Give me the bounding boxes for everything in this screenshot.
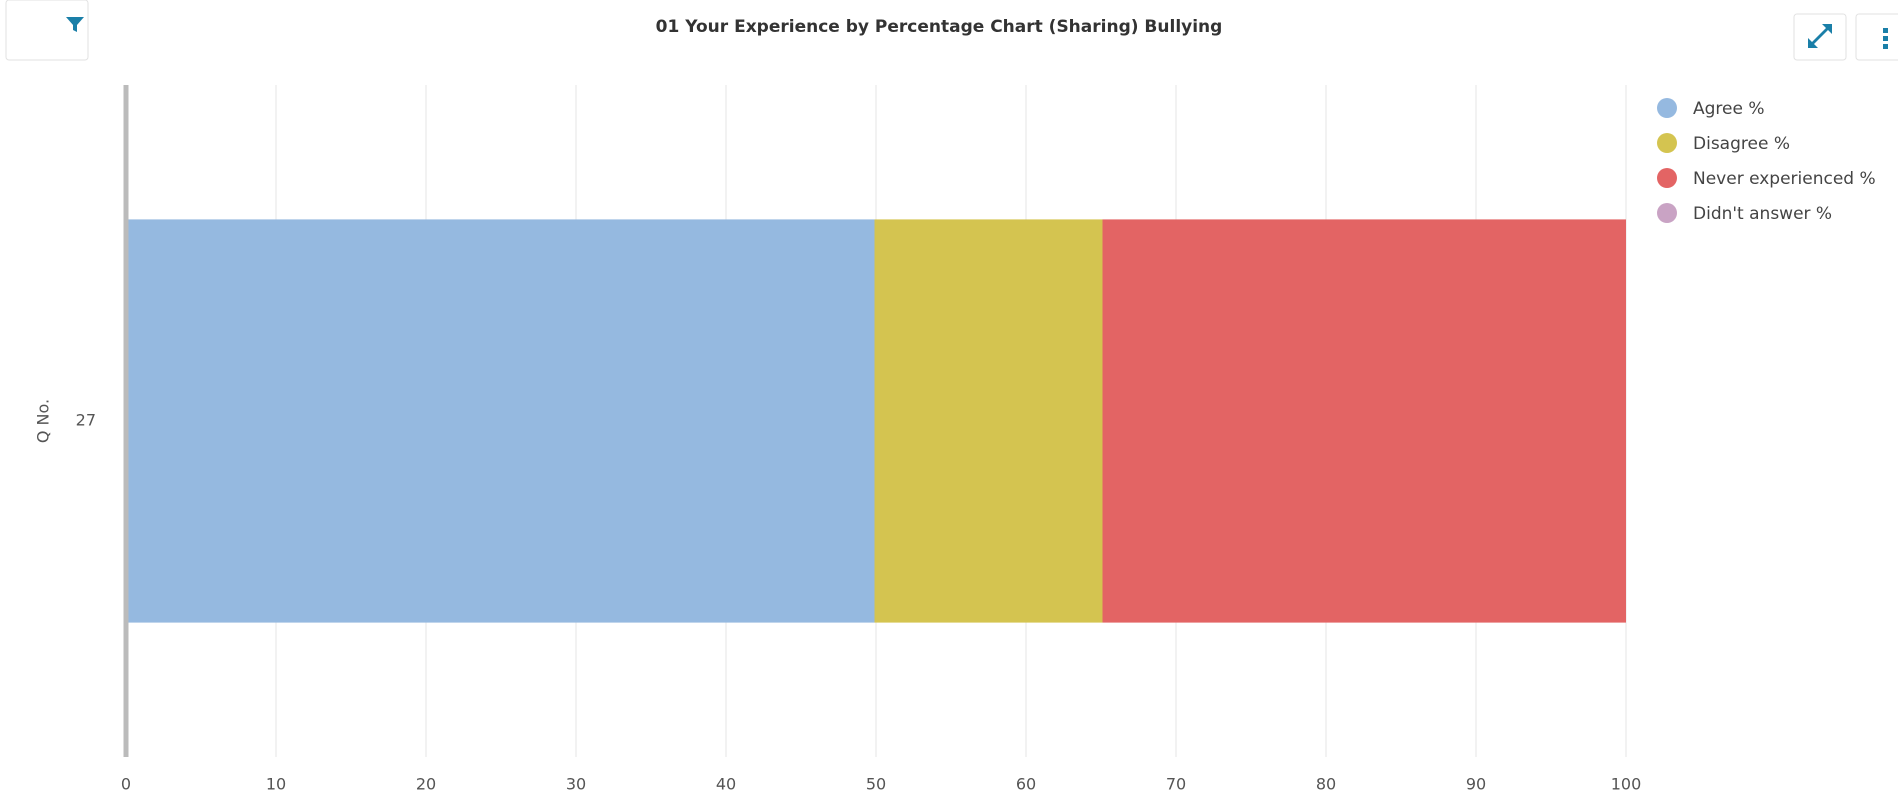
legend-marker [1657, 168, 1677, 188]
chart-title: 01 Your Experience by Percentage Chart (… [656, 17, 1223, 37]
x-tick-label: 70 [1166, 775, 1186, 794]
filter-button[interactable] [5, 0, 89, 61]
x-tick-label: 40 [716, 775, 736, 794]
x-tick-label: 30 [566, 775, 586, 794]
legend-marker [1657, 98, 1677, 118]
more-icon [1883, 28, 1888, 33]
y-tick-label: 27 [76, 411, 96, 430]
filter-icon [66, 17, 84, 32]
x-tick-label: 60 [1016, 775, 1036, 794]
bar-segment [1102, 219, 1626, 623]
expand-button[interactable] [1793, 13, 1847, 61]
legend-marker [1657, 133, 1677, 153]
button-frame [1855, 13, 1898, 61]
x-tick-label: 20 [416, 775, 436, 794]
x-tick-label: 100 [1611, 775, 1642, 794]
bar-segment [126, 219, 875, 623]
more-button[interactable] [1855, 13, 1898, 61]
x-tick-label: 90 [1466, 775, 1486, 794]
legend-marker [1657, 203, 1677, 223]
button-frame [5, 0, 89, 61]
y-axis-label: Q No. [34, 399, 53, 443]
legend-label: Disagree % [1693, 134, 1790, 154]
expand-icon [1808, 24, 1832, 48]
more-icon [1883, 44, 1888, 49]
x-tick-label: 50 [866, 775, 886, 794]
x-tick-label: 0 [121, 775, 131, 794]
legend-label: Didn't answer % [1693, 204, 1832, 224]
legend-label: Agree % [1693, 99, 1765, 119]
x-tick-label: 80 [1316, 775, 1336, 794]
x-tick-label: 10 [266, 775, 286, 794]
bar-segment [874, 219, 1103, 623]
more-icon [1883, 36, 1888, 41]
legend-label: Never experienced % [1693, 169, 1876, 189]
